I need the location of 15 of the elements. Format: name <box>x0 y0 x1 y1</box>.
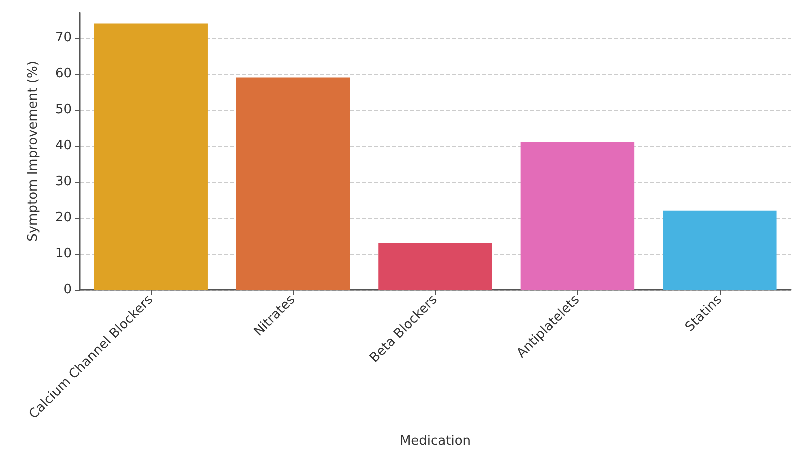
y-tick-label: 10 <box>55 246 72 262</box>
y-tick-label: 30 <box>55 174 72 190</box>
bar <box>378 243 492 290</box>
bar <box>236 78 350 290</box>
x-axis-title: Medication <box>400 434 472 449</box>
y-tick-label: 70 <box>55 30 72 46</box>
bar <box>94 24 208 290</box>
y-tick-label: 20 <box>55 210 72 226</box>
y-axis-title: Symptom Improvement (%) <box>26 61 41 242</box>
bar <box>663 210 777 290</box>
y-tick-label: 0 <box>64 282 72 298</box>
bar <box>520 142 635 290</box>
y-tick-label: 40 <box>55 138 72 154</box>
y-tick-label: 50 <box>55 102 72 118</box>
y-tick-label: 60 <box>55 66 72 82</box>
